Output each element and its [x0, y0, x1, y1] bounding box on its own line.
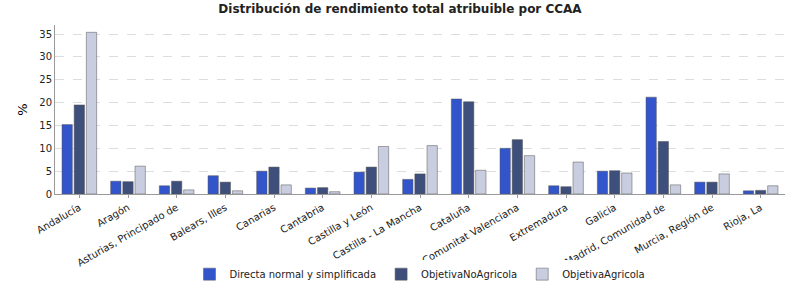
svg-text:Balears, Illes: Balears, Illes	[168, 202, 229, 243]
svg-text:Comunitat Valenciana: Comunitat Valenciana	[420, 202, 521, 266]
svg-text:Asturias, Principado de: Asturias, Principado de	[75, 202, 180, 269]
svg-text:30: 30	[39, 51, 52, 62]
svg-text:Galicia: Galicia	[583, 202, 618, 228]
svg-text:%: %	[15, 103, 30, 115]
svg-text:35: 35	[39, 29, 52, 40]
svg-text:Directa normal y simplificada: Directa normal y simplificada	[230, 269, 377, 280]
svg-text:Castilla y León: Castilla y León	[306, 202, 375, 248]
svg-text:Cantabria: Cantabria	[278, 202, 326, 236]
svg-text:20: 20	[39, 97, 52, 108]
svg-text:ObjetivaNoAgricola: ObjetivaNoAgricola	[421, 269, 517, 280]
svg-text:0: 0	[46, 189, 52, 200]
svg-text:Extremadura: Extremadura	[508, 202, 570, 244]
svg-text:25: 25	[39, 74, 52, 85]
svg-text:Castilla - La Mancha: Castilla - La Mancha	[331, 202, 424, 262]
svg-text:Cataluña: Cataluña	[428, 202, 472, 234]
svg-text:Andalucía: Andalucía	[35, 202, 83, 236]
svg-text:Murcia, Región de: Murcia, Región de	[632, 202, 715, 256]
svg-text:5: 5	[46, 166, 52, 177]
svg-text:10: 10	[39, 143, 52, 154]
svg-text:15: 15	[39, 120, 52, 131]
svg-text:Aragón: Aragón	[95, 202, 132, 229]
svg-text:Canarias: Canarias	[234, 202, 277, 233]
svg-text:Rioja, La: Rioja, La	[722, 202, 765, 233]
svg-text:Madrid, Comunidad de: Madrid, Comunidad de	[563, 202, 667, 268]
svg-text:ObjetivaAgricola: ObjetivaAgricola	[562, 269, 645, 280]
svg-text:Distribución de rendimiento to: Distribución de rendimiento total atribu…	[218, 2, 582, 16]
